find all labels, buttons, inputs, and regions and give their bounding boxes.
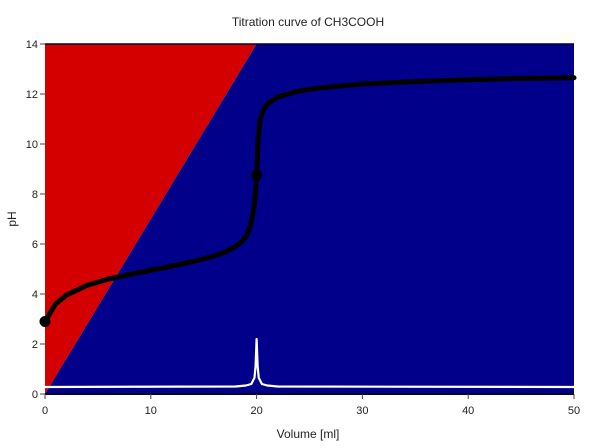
- series-line-1: [42, 75, 577, 324]
- y-tick-label: 14: [26, 39, 38, 51]
- x-tick-label: 10: [145, 405, 157, 417]
- x-tick-label: 40: [462, 405, 474, 417]
- x-tick-label: 0: [42, 405, 48, 417]
- y-tick-label: 10: [26, 139, 38, 151]
- y-axis-label: pH: [5, 211, 19, 226]
- chart-title: Titration curve of CH3COOH: [232, 15, 384, 29]
- y-tick-label: 12: [26, 89, 38, 101]
- x-tick-label: 50: [568, 405, 580, 417]
- y-axis-ticks: 0 2 4 6 8 10 12 14: [26, 39, 45, 401]
- data-marker-2: [251, 169, 263, 181]
- x-axis-label: Volume [ml]: [277, 427, 340, 441]
- x-axis-ticks: 0 10 20 30 40 50: [42, 394, 580, 417]
- y-tick-label: 0: [32, 389, 38, 401]
- axes: [45, 43, 574, 395]
- x-tick-label: 20: [250, 405, 262, 417]
- region-basic: [45, 44, 574, 394]
- data-marker-1: [39, 316, 51, 327]
- x-tick-label: 30: [356, 405, 368, 417]
- y-tick-label: 6: [32, 239, 38, 251]
- background-regions: [45, 44, 574, 394]
- y-tick-label: 2: [32, 339, 38, 351]
- markers-layer: [39, 169, 263, 327]
- series-line-2: [43, 337, 576, 389]
- y-tick-label: 8: [32, 189, 38, 201]
- series-layer: [42, 75, 577, 389]
- y-tick-label: 4: [32, 289, 38, 301]
